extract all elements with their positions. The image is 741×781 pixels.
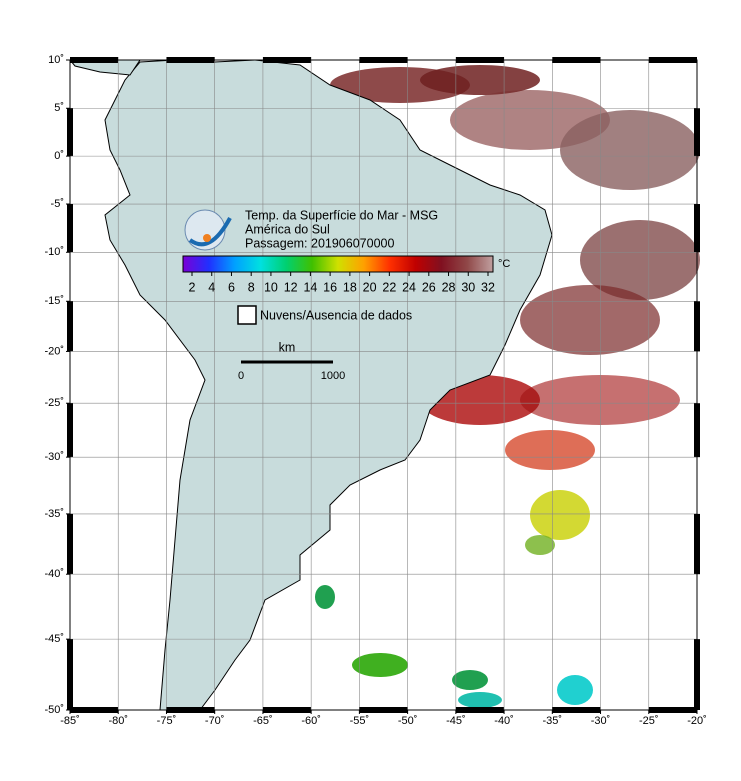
colorbar-tick-label: 14 bbox=[303, 280, 317, 294]
colorbar-tick-label: 12 bbox=[284, 280, 298, 294]
lat-tick-label: -30˚ bbox=[44, 451, 64, 463]
lon-tick-label: -85˚ bbox=[60, 715, 80, 727]
lon-tick-label: -75˚ bbox=[157, 715, 177, 727]
colorbar-tick-label: 16 bbox=[323, 280, 337, 294]
lat-tick-label: -5˚ bbox=[51, 198, 64, 210]
legend: Temp. da Superfície do Mar - MSG América… bbox=[182, 208, 510, 382]
frame bbox=[69, 59, 698, 711]
lon-tick-label: -65˚ bbox=[253, 715, 273, 727]
colorbar-tick-label: 2 bbox=[189, 280, 196, 294]
logo-dot bbox=[203, 234, 211, 242]
lon-tick-label: -40˚ bbox=[494, 715, 514, 727]
lon-tick-label: -55˚ bbox=[350, 715, 370, 727]
lon-tick-label: -25˚ bbox=[639, 715, 659, 727]
scale-unit: km bbox=[279, 340, 296, 354]
colorbar-tick-label: 18 bbox=[343, 280, 357, 294]
lon-tick-label: -70˚ bbox=[205, 715, 225, 727]
lon-tick-label: -50˚ bbox=[398, 715, 418, 727]
title-line: América do Sul bbox=[245, 222, 330, 236]
lat-tick-label: 0˚ bbox=[54, 150, 64, 162]
colorbar-tick-label: 20 bbox=[363, 280, 377, 294]
scale-end: 1000 bbox=[321, 370, 345, 382]
lat-tick-label: -25˚ bbox=[44, 397, 64, 409]
logo-arrow bbox=[188, 217, 232, 247]
colorbar-tick-label: 30 bbox=[461, 280, 475, 294]
lon-tick-label: -35˚ bbox=[543, 715, 563, 727]
lat-tick-label: 5˚ bbox=[54, 102, 64, 114]
lon-tick-label: -20˚ bbox=[687, 715, 707, 727]
lon-tick-label: -60˚ bbox=[301, 715, 321, 727]
lat-tick-label: 10˚ bbox=[48, 54, 64, 66]
lat-tick-label: -35˚ bbox=[44, 508, 64, 520]
colorbar-tick-label: 32 bbox=[481, 280, 495, 294]
lat-tick-label: -15˚ bbox=[44, 295, 64, 307]
no-data-label: Nuvens/Ausencia de dados bbox=[260, 308, 412, 322]
colorbar bbox=[182, 255, 494, 273]
title-line: Passagem: 201906070000 bbox=[245, 236, 394, 250]
colorbar-tick-label: 8 bbox=[248, 280, 255, 294]
colorbar-unit: °C bbox=[498, 258, 510, 270]
colorbar-ticks: 2 4 6 8 10 12 14 16 18 20 22 24 26 28 30 32 bbox=[189, 272, 495, 294]
lat-tick-label: -10˚ bbox=[44, 246, 64, 258]
colorbar-tick-label: 4 bbox=[208, 280, 215, 294]
colorbar-tick-label: 24 bbox=[402, 280, 416, 294]
lon-tick-label: -45˚ bbox=[446, 715, 466, 727]
lon-tick-label: -30˚ bbox=[591, 715, 611, 727]
lat-tick-label: -40˚ bbox=[44, 568, 64, 580]
colorbar-tick-label: 26 bbox=[422, 280, 436, 294]
no-data-swatch bbox=[237, 305, 257, 325]
colorbar-tick-label: 22 bbox=[382, 280, 396, 294]
lon-tick-label: -80˚ bbox=[108, 715, 128, 727]
colorbar-tick-label: 6 bbox=[228, 280, 235, 294]
colorbar-tick-label: 10 bbox=[264, 280, 278, 294]
colorbar-tick-label: 28 bbox=[442, 280, 456, 294]
lat-tick-label: -45˚ bbox=[44, 633, 64, 645]
title-line: Temp. da Superfície do Mar - MSG bbox=[245, 208, 438, 222]
lat-tick-label: -20˚ bbox=[44, 345, 64, 357]
scale-start: 0 bbox=[238, 370, 244, 382]
lat-tick-label: -50˚ bbox=[44, 704, 64, 716]
